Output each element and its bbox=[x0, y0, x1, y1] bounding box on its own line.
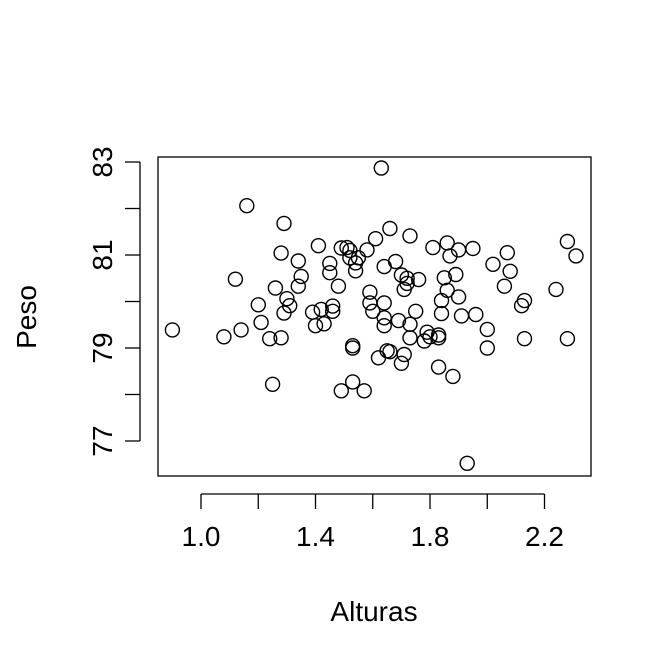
x-tick-label: 1.4 bbox=[296, 521, 335, 552]
data-point bbox=[164, 322, 181, 338]
data-point bbox=[273, 330, 289, 346]
data-point bbox=[450, 289, 467, 305]
data-point bbox=[362, 284, 378, 300]
data-point bbox=[316, 316, 332, 332]
data-point bbox=[279, 291, 295, 307]
data-point bbox=[342, 250, 358, 266]
data-point bbox=[433, 305, 450, 322]
data-point bbox=[359, 242, 375, 258]
data-point bbox=[290, 253, 306, 269]
data-point bbox=[559, 331, 576, 347]
data-point bbox=[479, 321, 495, 338]
data-point bbox=[393, 355, 410, 371]
data-point bbox=[282, 298, 298, 314]
data-point bbox=[216, 329, 232, 345]
data-point bbox=[516, 331, 533, 347]
x-tick-label: 1.8 bbox=[411, 521, 450, 552]
data-point bbox=[422, 329, 438, 345]
data-point bbox=[448, 266, 464, 283]
data-point bbox=[430, 359, 447, 375]
data-point bbox=[568, 248, 584, 264]
x-axis-label: Alturas bbox=[330, 596, 417, 627]
data-point bbox=[307, 318, 324, 334]
data-point bbox=[559, 233, 576, 250]
y-tick-label: 81 bbox=[87, 239, 118, 270]
data-point bbox=[356, 383, 372, 399]
data-point bbox=[273, 245, 289, 261]
data-point bbox=[227, 271, 244, 287]
x-tick-label: 1.0 bbox=[182, 521, 221, 552]
data-point bbox=[376, 310, 392, 326]
data-point bbox=[502, 263, 518, 279]
data-point bbox=[402, 228, 418, 244]
data-point bbox=[436, 270, 452, 286]
data-point bbox=[293, 268, 309, 285]
y-tick-label: 77 bbox=[87, 425, 118, 456]
data-point bbox=[399, 270, 415, 286]
data-points bbox=[164, 160, 584, 471]
data-point bbox=[468, 306, 484, 323]
data-point bbox=[322, 255, 338, 272]
y-tick-label: 79 bbox=[87, 332, 118, 363]
data-point bbox=[373, 160, 389, 176]
data-point bbox=[439, 282, 455, 298]
data-point bbox=[262, 331, 278, 347]
data-point bbox=[442, 248, 458, 264]
data-point bbox=[250, 297, 266, 313]
data-point bbox=[459, 455, 475, 471]
data-point bbox=[267, 280, 284, 296]
data-point bbox=[367, 230, 384, 247]
data-point bbox=[410, 271, 427, 288]
y-tick-label: 83 bbox=[87, 146, 118, 177]
data-point bbox=[516, 292, 533, 309]
plot-frame bbox=[157, 156, 592, 477]
data-point bbox=[325, 298, 341, 314]
data-point bbox=[445, 368, 461, 385]
data-point bbox=[322, 265, 338, 281]
data-point bbox=[345, 374, 361, 390]
data-point bbox=[382, 220, 398, 237]
data-point bbox=[425, 239, 441, 256]
data-point bbox=[264, 376, 281, 392]
data-point bbox=[333, 383, 349, 399]
data-point bbox=[376, 318, 392, 334]
data-point bbox=[350, 250, 367, 266]
data-point bbox=[325, 303, 341, 319]
y-axis: 77 79 81 83 bbox=[87, 146, 141, 457]
data-point bbox=[548, 281, 564, 298]
data-point bbox=[345, 340, 361, 356]
data-point bbox=[276, 215, 292, 232]
data-point bbox=[376, 295, 392, 311]
data-point bbox=[479, 340, 495, 356]
data-point bbox=[339, 239, 355, 256]
data-point bbox=[387, 253, 404, 270]
data-point bbox=[313, 301, 329, 318]
data-point bbox=[430, 330, 447, 346]
data-point bbox=[399, 275, 415, 292]
x-axis: 1.0 1.4 1.8 2.2 bbox=[182, 493, 564, 552]
data-point bbox=[402, 330, 418, 346]
data-point bbox=[390, 312, 407, 329]
data-point bbox=[382, 344, 398, 360]
x-tick-label: 2.2 bbox=[525, 521, 564, 552]
data-point bbox=[239, 197, 255, 214]
data-point bbox=[365, 303, 381, 319]
data-point bbox=[333, 240, 349, 256]
data-point bbox=[253, 314, 269, 331]
data-point bbox=[499, 244, 515, 261]
data-point bbox=[408, 303, 424, 319]
data-point bbox=[233, 322, 249, 338]
data-point bbox=[396, 346, 412, 363]
data-point bbox=[290, 278, 306, 294]
data-point bbox=[465, 240, 481, 257]
data-point bbox=[485, 256, 501, 272]
data-point bbox=[310, 237, 327, 254]
y-axis-label: Peso bbox=[11, 285, 42, 349]
data-point bbox=[330, 278, 347, 294]
data-point bbox=[496, 278, 513, 294]
